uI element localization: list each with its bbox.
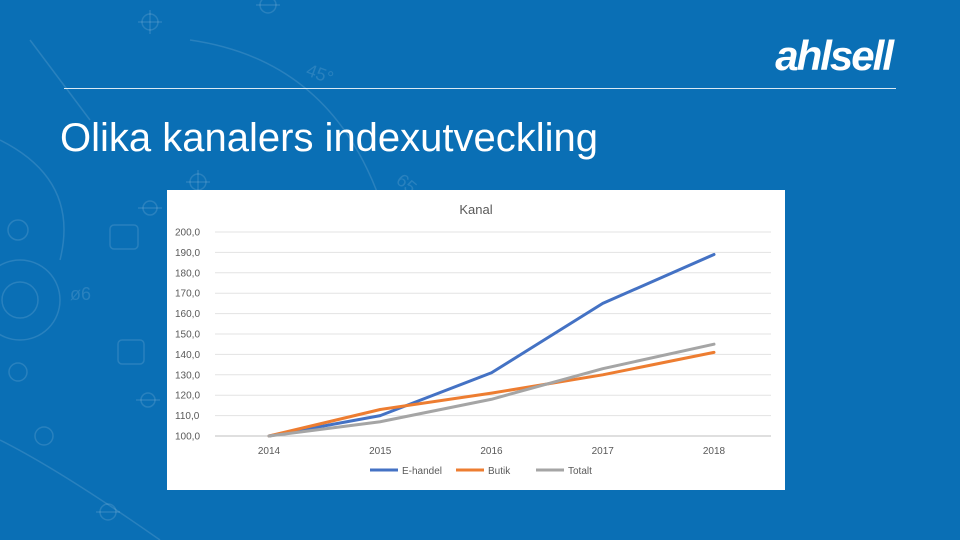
x-tick-label: 2014	[258, 446, 281, 457]
header-divider	[64, 88, 896, 89]
x-tick-label: 2015	[369, 446, 392, 457]
series-line-butik	[267, 350, 716, 438]
x-tick-label: 2018	[703, 446, 726, 457]
y-tick-label: 190,0	[175, 248, 200, 259]
svg-text:ø6: ø6	[70, 284, 91, 304]
line-chart: Kanal 100,0 110,0 120,0 130,0 140,0 150,0 160,…	[175, 202, 771, 477]
x-axis-ticks: 2014 2015 2016 2017 2018	[258, 446, 726, 457]
y-tick-label: 110,0	[175, 411, 200, 422]
legend-label: Butik	[488, 466, 511, 477]
ahlsell-logo: ahlsell	[775, 32, 894, 79]
y-tick-label: 180,0	[175, 268, 200, 279]
chart-panel: Kanal 100,0 110,0 120,0 130,0 140,0 150,0 160,…	[167, 190, 785, 490]
y-tick-label: 170,0	[175, 289, 200, 300]
series-line-e-handel	[267, 252, 716, 438]
y-tick-label: 140,0	[175, 350, 200, 361]
series-layer	[267, 252, 716, 438]
y-tick-label: 130,0	[175, 370, 200, 381]
svg-text:45°: 45°	[304, 60, 336, 88]
x-tick-label: 2017	[592, 446, 615, 457]
y-tick-label: 120,0	[175, 391, 200, 402]
slide-title: Olika kanalers indexutveckling	[60, 116, 599, 160]
chart-title: Kanal	[459, 202, 492, 217]
grid-layer	[215, 231, 771, 437]
y-tick-label: 200,0	[175, 228, 200, 239]
x-tick-label: 2016	[480, 446, 503, 457]
y-axis-ticks: 100,0 110,0 120,0 130,0 140,0 150,0 160,0 170,0…	[175, 228, 200, 443]
legend-label: E-handel	[402, 466, 442, 477]
legend: E-handel Butik Totalt	[370, 466, 592, 477]
series-line-totalt	[267, 342, 716, 438]
legend-label: Totalt	[568, 466, 592, 477]
y-tick-label: 160,0	[175, 309, 200, 320]
y-tick-label: 100,0	[175, 432, 200, 443]
y-tick-label: 150,0	[175, 330, 200, 341]
